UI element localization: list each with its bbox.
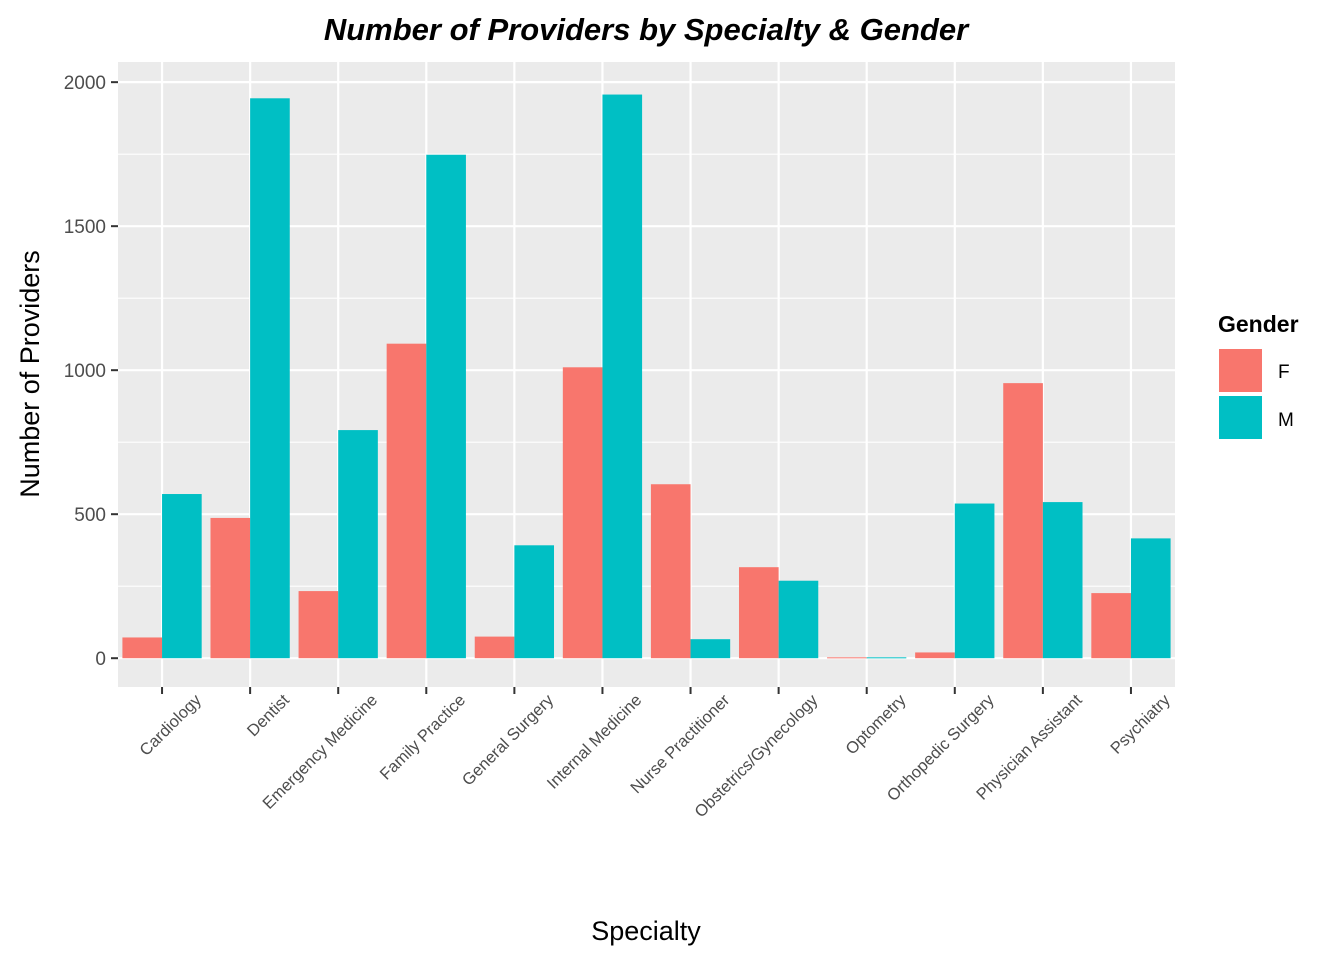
bar-m [426,154,466,659]
plot-panel [118,62,1175,687]
bar-f [915,652,955,659]
bar-m [866,657,907,659]
bar-f [562,367,603,659]
bar-f [1003,383,1043,659]
legend-label-f: F [1278,362,1290,383]
bar-m [514,545,555,659]
y-axis-title: Number of Providers [15,250,45,498]
y-axis: 0 500 1000 1500 2000 [64,73,118,670]
y-tick-label: 1500 [64,217,106,238]
minor-gridlines [118,153,1175,587]
x-tick-label: Family Practice [377,691,469,783]
bar-f [827,657,867,659]
bar-f [386,343,427,659]
bar-m [778,580,819,659]
x-tick-label: Dentist [244,691,293,740]
legend-key-f [1219,349,1262,392]
bar-f [474,636,515,659]
x-tick-label: General Surgery [459,691,558,790]
chart-title: Number of Providers by Specialty & Gende… [324,12,970,47]
legend-title: Gender [1218,311,1299,337]
bar-m [338,430,378,659]
bar-m [690,639,731,659]
legend-key-m [1219,396,1262,439]
x-tick-label: Optometry [842,691,910,759]
bar-m [250,98,290,659]
bar-m [1130,538,1171,659]
legend: Gender F M [1218,311,1299,439]
bar-f [650,484,691,659]
x-tick-label: Psychiatry [1107,691,1174,758]
bar-f [738,567,779,659]
bars [122,94,1171,659]
y-tick-label: 500 [74,505,106,526]
y-tick-label: 2000 [64,73,106,94]
bar-f [210,517,251,659]
bar-f [122,637,163,659]
y-tick-label: 1000 [64,361,106,382]
bar-m [602,94,643,659]
legend-label-m: M [1278,410,1294,431]
bar-f [298,591,339,659]
bar-m [162,494,202,659]
x-tick-label: Internal Medicine [544,691,646,793]
x-tick-label: Cardiology [136,691,205,760]
y-tick-label: 0 [95,649,106,670]
bar-m [1042,502,1083,659]
bar-m [954,503,995,659]
x-axis-title: Specialty [591,916,701,946]
bar-f [1091,593,1131,659]
